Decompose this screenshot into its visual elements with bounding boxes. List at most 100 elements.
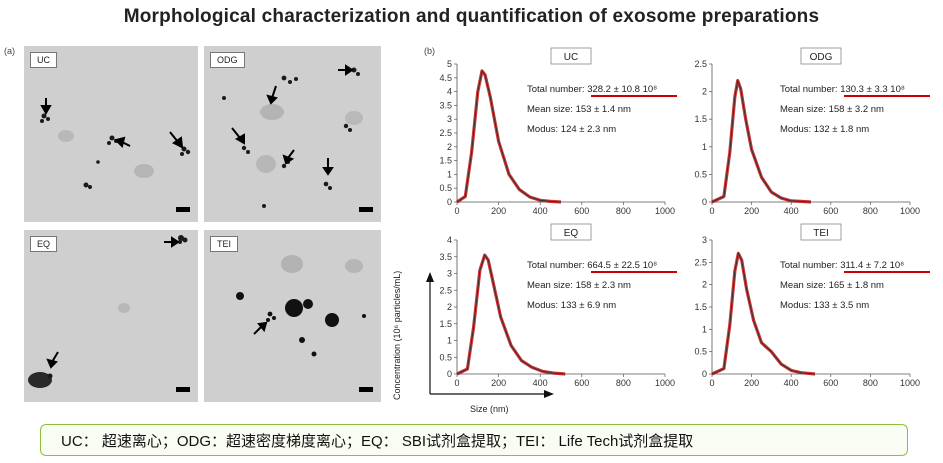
y-tick-label: 1	[447, 169, 452, 179]
x-tick-label: 600	[574, 378, 589, 388]
x-tick-label: 1000	[900, 206, 920, 216]
y-tick-label: 2.5	[694, 59, 707, 69]
annotation-text: Modus: 133 ± 3.5 nm	[780, 300, 869, 311]
y-tick-label: 2	[702, 87, 707, 97]
scale-bar	[176, 207, 190, 212]
micrograph-label: UC	[30, 52, 57, 68]
y-tick-label: 0.5	[694, 347, 707, 357]
annotation-text: Mean size: 158 ± 2.3 nm	[527, 280, 631, 291]
chart-title-box	[550, 47, 592, 65]
y-tick-label: 4	[447, 235, 452, 245]
chart-title: TEI	[813, 228, 829, 239]
series-line-error-band	[456, 253, 566, 376]
y-tick-label: 0	[447, 197, 452, 207]
annotation-text: Total number: 328.2 ± 10.8 10⁸	[527, 84, 657, 95]
y-tick-label: 1	[447, 336, 452, 346]
x-tick-label: 800	[616, 378, 631, 388]
abbreviation-caption: UC： 超速离心；ODG：超速密度梯度离心；EQ： SBI试剂盒提取；TEI： …	[40, 424, 908, 456]
micrograph-label: EQ	[30, 236, 58, 252]
annotation-text: Modus: 124 ± 2.3 nm	[527, 124, 616, 135]
x-tick-label: 1000	[655, 378, 675, 388]
y-tick-label: 2	[447, 142, 452, 152]
x-tick-label: 0	[709, 206, 714, 216]
annotation-text: Mean size: 165 ± 1.8 nm	[780, 280, 884, 291]
y-tick-label: 1.5	[439, 319, 452, 329]
y-tick-label: 4.5	[439, 73, 452, 83]
x-tick-label: 800	[616, 206, 631, 216]
micrograph-label: TEI	[210, 236, 239, 252]
x-tick-label: 400	[533, 206, 548, 216]
x-tick-label: 200	[491, 206, 506, 216]
y-tick-label: 2	[447, 302, 452, 312]
scale-bar	[176, 387, 190, 392]
panel-b-label: (b)	[424, 46, 435, 56]
micrograph-uc-image	[40, 98, 191, 189]
micrograph-label: ODG	[210, 52, 245, 68]
chart-title: EQ	[564, 228, 579, 239]
figure-title: Morphological characterization and quant…	[123, 6, 820, 27]
series-line	[711, 78, 812, 203]
chart-title: UC	[564, 52, 578, 63]
panel-a-label: (a)	[4, 46, 15, 56]
y-tick-label: 1	[702, 324, 707, 334]
series-line-error-band	[711, 251, 816, 376]
x-tick-label: 600	[574, 206, 589, 216]
annotation-text: Total number: 130.3 ± 3.3 10⁸	[780, 84, 905, 95]
chart-title-box	[550, 223, 592, 241]
x-tick-label: 400	[784, 206, 799, 216]
x-axis-label: Size (nm)	[470, 404, 509, 414]
y-tick-label: 1.5	[694, 302, 707, 312]
y-tick-label: 3	[447, 114, 452, 124]
annotation-text: Modus: 133 ± 6.9 nm	[527, 300, 616, 311]
x-tick-label: 0	[454, 206, 459, 216]
y-tick-label: 2.5	[694, 257, 707, 267]
x-tick-label: 200	[491, 378, 506, 388]
micrograph-tei-image	[236, 255, 366, 357]
micrograph-uc: UC	[24, 46, 198, 222]
x-tick-label: 600	[823, 378, 838, 388]
y-tick-label: 5	[447, 59, 452, 69]
y-tick-label: 1.5	[439, 156, 452, 166]
micrograph-tei: TEI	[204, 230, 381, 402]
y-tick-label: 0.5	[439, 352, 452, 362]
x-tick-label: 800	[863, 206, 878, 216]
annotation-text: Modus: 132 ± 1.8 nm	[780, 124, 869, 135]
y-tick-label: 3.5	[439, 100, 452, 110]
x-tick-label: 200	[744, 206, 759, 216]
x-tick-label: 1000	[900, 378, 920, 388]
shared-y-arrowhead	[426, 272, 434, 282]
y-tick-label: 3.5	[439, 252, 452, 262]
series-line	[456, 69, 562, 203]
chart-title-box	[800, 47, 842, 65]
x-tick-label: 200	[744, 378, 759, 388]
y-tick-label: 2.5	[439, 285, 452, 295]
y-axis-label: Concentration (10⁶ particles/mL)	[392, 270, 402, 400]
x-tick-label: 800	[863, 378, 878, 388]
chart-title: ODG	[810, 52, 833, 63]
caption-text: UC： 超速离心；ODG：超速密度梯度离心；EQ： SBI试剂盒提取；TEI： …	[61, 432, 694, 450]
y-tick-label: 0	[447, 369, 452, 379]
x-tick-label: 400	[533, 378, 548, 388]
y-tick-label: 0	[702, 369, 707, 379]
series-line	[456, 253, 566, 375]
annotation-text: Mean size: 158 ± 3.2 nm	[780, 104, 884, 115]
series-line-error-band	[711, 79, 812, 204]
x-tick-label: 600	[823, 206, 838, 216]
micrograph-odg: ODG	[204, 46, 381, 222]
y-tick-label: 3	[702, 235, 707, 245]
y-tick-label: 1.5	[694, 114, 707, 124]
y-tick-label: 2.5	[439, 128, 452, 138]
micrograph-eq-image	[28, 235, 188, 388]
y-tick-label: 0	[702, 197, 707, 207]
y-tick-label: 4	[447, 87, 452, 97]
shared-x-arrowhead	[544, 390, 554, 398]
micrograph-odg-image	[222, 64, 363, 208]
y-tick-label: 0.5	[439, 183, 452, 193]
y-tick-label: 2	[702, 280, 707, 290]
x-tick-label: 400	[784, 378, 799, 388]
annotation-text: Mean size: 153 ± 1.4 nm	[527, 104, 631, 115]
micrograph-eq: EQ	[24, 230, 198, 402]
x-tick-label: 1000	[655, 206, 675, 216]
chart-title-box	[800, 223, 842, 241]
